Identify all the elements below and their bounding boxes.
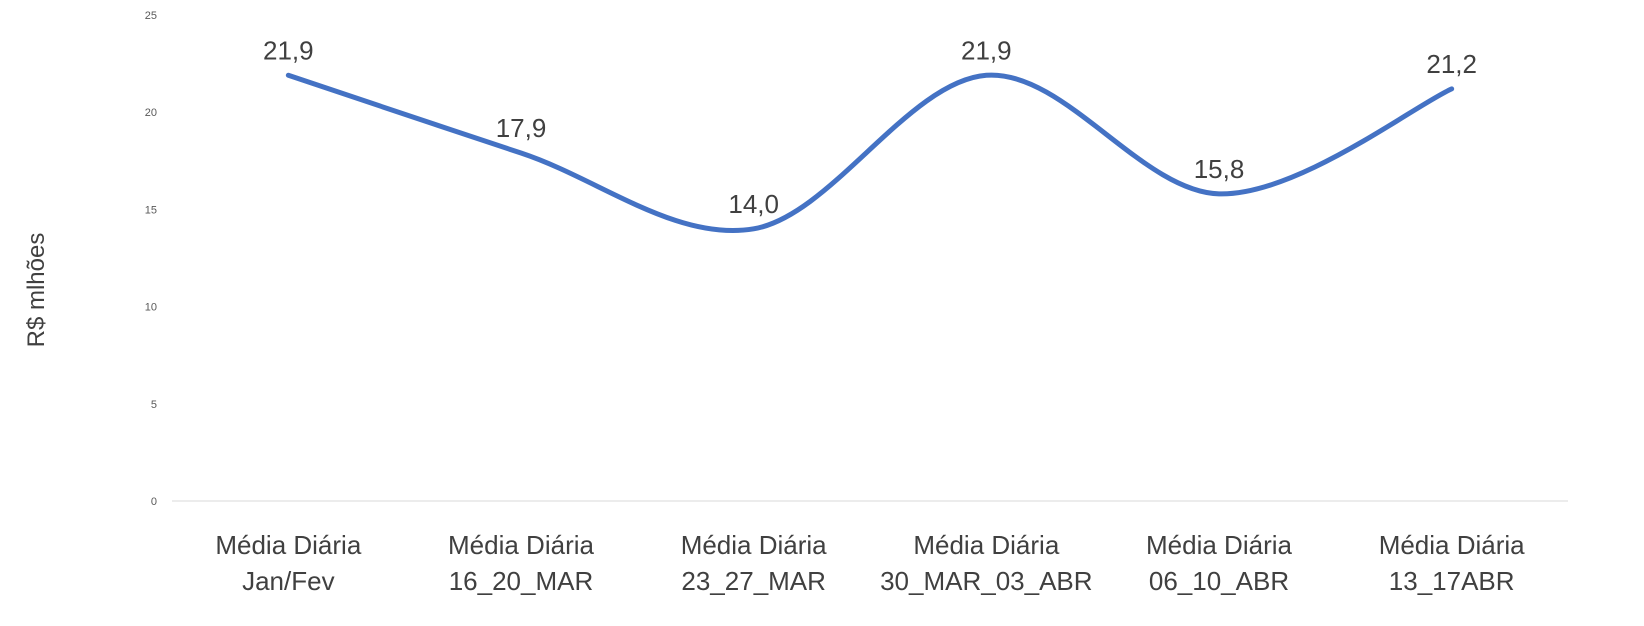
x-tick-label: Média Diária <box>1379 530 1525 560</box>
data-labels: 21,9 17,9 14,0 21,9 15,8 21,2 <box>263 35 1477 219</box>
y-tick-label: 15 <box>145 204 157 216</box>
x-tick-label: Média Diária <box>1146 530 1292 560</box>
data-label: 21,2 <box>1426 49 1477 79</box>
x-tick-label: 23_27_MAR <box>681 566 826 596</box>
y-tick-label: 10 <box>145 302 157 314</box>
x-tick-label: Média Diária <box>913 530 1059 560</box>
x-axis-ticks: Média Diária Jan/Fev Média Diária 16_20_MAR… <box>215 530 1525 596</box>
y-tick-label: 0 <box>151 496 157 508</box>
x-tick-label: Média Diária <box>215 530 361 560</box>
data-label: 14,0 <box>728 189 779 219</box>
x-tick-label: Jan/Fev <box>242 566 335 596</box>
data-label: 15,8 <box>1194 154 1245 184</box>
data-label: 17,9 <box>496 113 547 143</box>
x-tick-label: 13_17ABR <box>1389 566 1515 596</box>
y-tick-label: 5 <box>151 399 157 411</box>
y-tick-label: 25 <box>145 10 157 22</box>
x-tick-label: 16_20_MAR <box>449 566 594 596</box>
y-axis-label: R$ mlhões <box>23 233 50 348</box>
x-tick-label: 06_10_ABR <box>1149 566 1289 596</box>
x-tick-label: 30_MAR_03_ABR <box>880 566 1092 596</box>
y-axis-ticks: 0 5 10 15 20 25 <box>145 10 157 508</box>
series-line <box>285 72 1455 233</box>
y-tick-label: 20 <box>145 107 157 119</box>
data-label: 21,9 <box>961 35 1012 65</box>
x-tick-label: Média Diária <box>681 530 827 560</box>
data-label: 21,9 <box>263 35 314 65</box>
x-tick-label: Média Diária <box>448 530 594 560</box>
